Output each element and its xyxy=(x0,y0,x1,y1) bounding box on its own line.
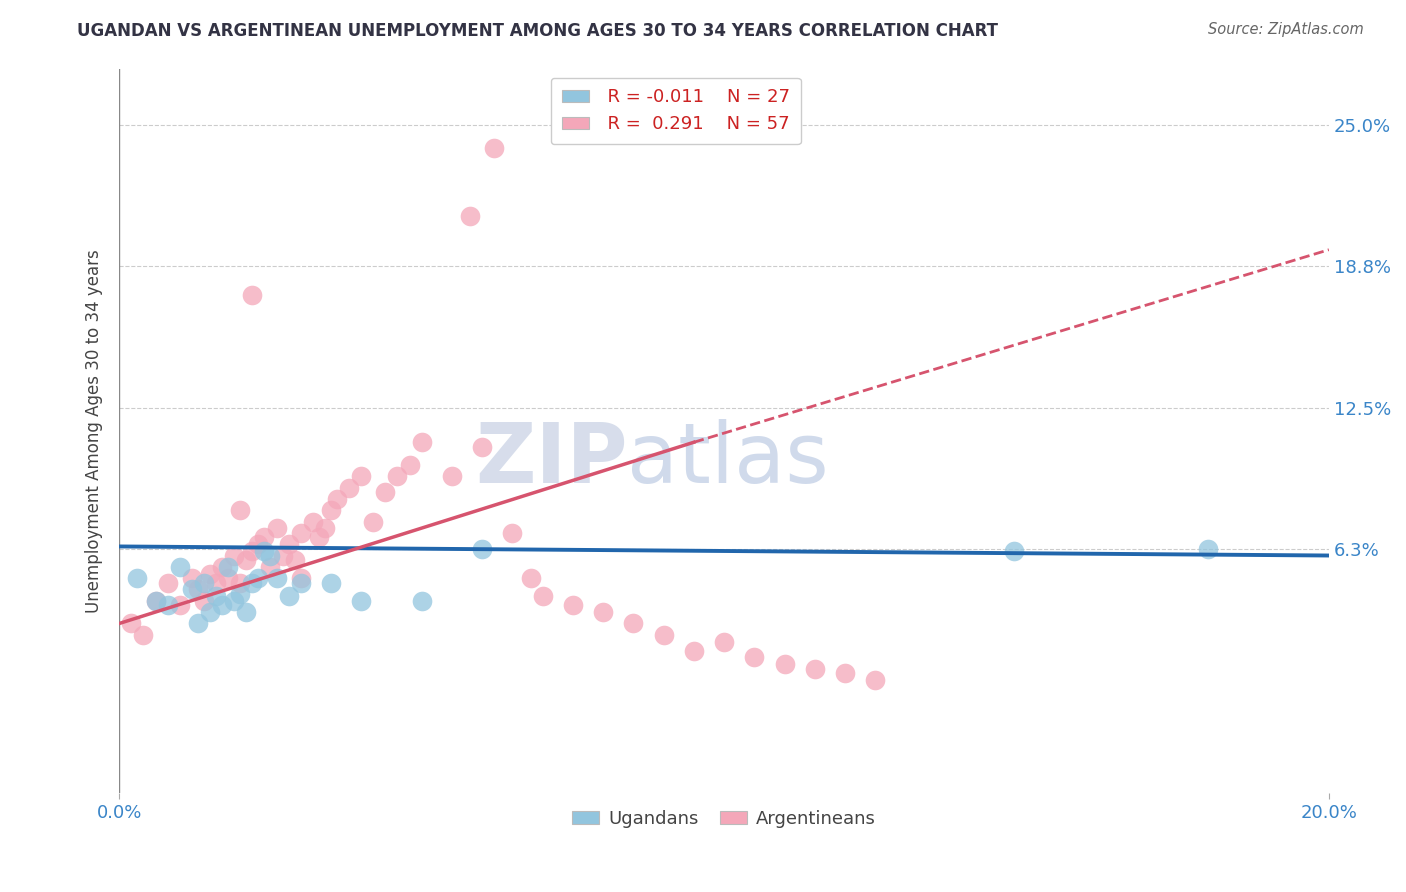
Point xyxy=(120,616,142,631)
Point xyxy=(259,549,281,563)
Text: UGANDAN VS ARGENTINEAN UNEMPLOYMENT AMONG AGES 30 TO 34 YEARS CORRELATION CHART: UGANDAN VS ARGENTINEAN UNEMPLOYMENT AMON… xyxy=(77,22,998,40)
Point xyxy=(229,503,252,517)
Point xyxy=(804,662,827,676)
Point xyxy=(169,559,191,574)
Point xyxy=(411,435,433,450)
Point xyxy=(374,485,396,500)
Point xyxy=(319,575,342,590)
Point xyxy=(271,549,294,563)
Point xyxy=(266,521,288,535)
Point xyxy=(561,599,583,613)
Point xyxy=(290,525,312,540)
Text: atlas: atlas xyxy=(627,419,830,500)
Point xyxy=(205,589,228,603)
Point xyxy=(319,503,342,517)
Point xyxy=(145,594,167,608)
Point xyxy=(458,209,481,223)
Point xyxy=(1197,541,1219,556)
Point xyxy=(284,553,307,567)
Point xyxy=(193,594,215,608)
Point xyxy=(253,530,276,544)
Point xyxy=(773,657,796,672)
Point xyxy=(132,628,155,642)
Point xyxy=(259,559,281,574)
Point xyxy=(713,634,735,648)
Point xyxy=(290,571,312,585)
Point xyxy=(337,481,360,495)
Point xyxy=(247,571,270,585)
Point xyxy=(744,650,766,665)
Legend: Ugandans, Argentineans: Ugandans, Argentineans xyxy=(565,803,883,835)
Point xyxy=(350,469,373,483)
Point xyxy=(277,537,299,551)
Point xyxy=(198,605,221,619)
Point xyxy=(217,559,239,574)
Point xyxy=(834,666,856,681)
Point xyxy=(326,491,349,506)
Point xyxy=(531,589,554,603)
Point xyxy=(682,643,704,657)
Y-axis label: Unemployment Among Ages 30 to 34 years: Unemployment Among Ages 30 to 34 years xyxy=(86,249,103,613)
Point xyxy=(411,594,433,608)
Point xyxy=(290,575,312,590)
Point xyxy=(211,559,233,574)
Text: Source: ZipAtlas.com: Source: ZipAtlas.com xyxy=(1208,22,1364,37)
Point xyxy=(652,628,675,642)
Point xyxy=(235,605,257,619)
Point xyxy=(156,599,179,613)
Point xyxy=(240,544,263,558)
Point xyxy=(217,571,239,585)
Point xyxy=(193,575,215,590)
Point xyxy=(156,575,179,590)
Point xyxy=(440,469,463,483)
Point xyxy=(240,288,263,302)
Point xyxy=(253,544,276,558)
Point xyxy=(169,599,191,613)
Point xyxy=(350,594,373,608)
Point xyxy=(205,575,228,590)
Point xyxy=(501,525,523,540)
Point xyxy=(592,605,614,619)
Point xyxy=(266,571,288,585)
Point xyxy=(865,673,887,687)
Point xyxy=(127,571,149,585)
Point xyxy=(361,515,384,529)
Point xyxy=(224,549,246,563)
Point xyxy=(229,587,252,601)
Point xyxy=(387,469,409,483)
Point xyxy=(180,582,202,597)
Point xyxy=(187,582,209,597)
Point xyxy=(187,616,209,631)
Point xyxy=(314,521,336,535)
Point xyxy=(301,515,323,529)
Point xyxy=(277,589,299,603)
Point xyxy=(247,537,270,551)
Text: ZIP: ZIP xyxy=(475,419,627,500)
Point xyxy=(145,594,167,608)
Point xyxy=(1002,544,1025,558)
Point xyxy=(224,594,246,608)
Point xyxy=(471,440,494,454)
Point xyxy=(519,571,541,585)
Point xyxy=(240,575,263,590)
Point xyxy=(229,575,252,590)
Point xyxy=(235,553,257,567)
Point xyxy=(398,458,420,472)
Point xyxy=(308,530,330,544)
Point xyxy=(211,599,233,613)
Point xyxy=(621,616,644,631)
Point xyxy=(198,566,221,581)
Point xyxy=(484,141,506,155)
Point xyxy=(471,541,494,556)
Point xyxy=(180,571,202,585)
